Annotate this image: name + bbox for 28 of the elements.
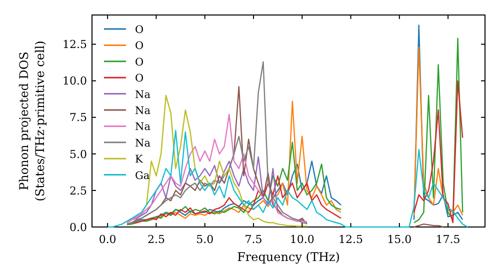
x-tick-label: 15.0 xyxy=(387,233,412,246)
legend-label: Na xyxy=(135,88,150,101)
x-tick-label: 2.5 xyxy=(147,233,165,246)
x-tick-label: 5.0 xyxy=(196,233,214,246)
x-axis-title: Frequency (THz) xyxy=(237,250,340,264)
legend-label: Na xyxy=(135,137,150,150)
x-tick-label: 10.0 xyxy=(290,233,314,246)
y-tick-label: 7.5 xyxy=(70,111,87,124)
y-tick-label: 2.5 xyxy=(70,184,87,198)
x-tick-label: 7.5 xyxy=(244,233,262,246)
y-tick-label: 5.0 xyxy=(70,148,87,161)
legend-label: O xyxy=(135,24,144,36)
line-series xyxy=(126,114,308,224)
legend-label: O xyxy=(135,56,144,68)
legend-label: O xyxy=(135,40,144,52)
legend-label: Na xyxy=(135,105,150,117)
y-tick-label: 0.0 xyxy=(70,220,87,234)
y-axis-title: Phonon projected DOS (States/THz·primitive cell) xyxy=(17,40,47,202)
x-tick-label: 17.5 xyxy=(436,233,460,246)
legend-label: K xyxy=(135,154,143,166)
y-tick-label: 10.0 xyxy=(62,74,87,88)
x-tick-label: 0.0 xyxy=(98,233,116,246)
line-series xyxy=(106,130,468,228)
legend-label: O xyxy=(135,72,144,85)
x-tick-label: 12.5 xyxy=(338,233,364,246)
y-tick-label: 12.5 xyxy=(62,38,87,52)
legend-label: Ga xyxy=(135,170,150,182)
legend-label: Na xyxy=(135,121,150,134)
